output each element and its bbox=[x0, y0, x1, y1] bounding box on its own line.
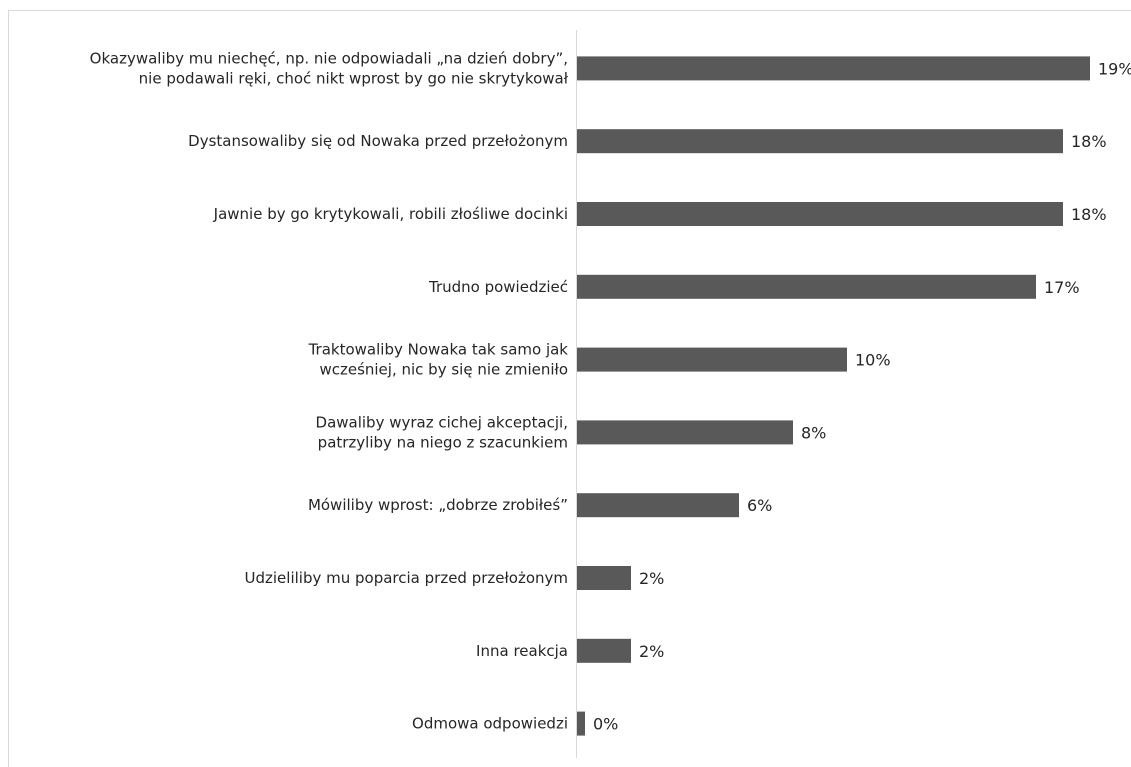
bars-group bbox=[577, 56, 1090, 736]
bar-3 bbox=[577, 274, 1036, 299]
value-label-6: 6% bbox=[747, 496, 772, 515]
bar-6 bbox=[577, 493, 739, 518]
category-label-7-line-0: Udzieliliby mu poparcia przed przełożony… bbox=[245, 569, 568, 587]
value-label-8: 2% bbox=[639, 642, 664, 661]
bar-5 bbox=[577, 420, 793, 445]
value-label-4: 10% bbox=[855, 351, 891, 370]
category-label-0-line-1: nie podawali ręki, choć nikt wprost by g… bbox=[139, 69, 569, 87]
category-label-1-line-0: Dystansowaliby się od Nowaka przed przeł… bbox=[188, 132, 568, 150]
chart-frame bbox=[8, 10, 1131, 767]
value-label-1: 18% bbox=[1071, 132, 1107, 151]
bar-8 bbox=[577, 638, 631, 663]
category-label-4-line-0: Traktowaliby Nowaka tak samo jak bbox=[308, 341, 569, 359]
bar-1 bbox=[577, 129, 1063, 154]
category-label-3-line-0: Trudno powiedzieć bbox=[428, 278, 568, 296]
category-label-2-line-0: Jawnie by go krytykowali, robili złośliw… bbox=[213, 205, 568, 223]
value-label-3: 17% bbox=[1044, 278, 1080, 297]
category-label-5-line-0: Dawaliby wyraz cichej akceptacji, bbox=[316, 413, 568, 431]
category-label-5-line-1: patrzyliby na niego z szacunkiem bbox=[318, 433, 568, 451]
category-label-8-line-0: Inna reakcja bbox=[476, 642, 568, 660]
labels-group: 19% Okazywaliby mu niechęć, np. nie odpow… bbox=[90, 49, 1131, 733]
bar-7 bbox=[577, 566, 631, 590]
value-label-7: 2% bbox=[639, 569, 664, 588]
bar-0 bbox=[577, 56, 1090, 81]
bar-2 bbox=[577, 202, 1063, 226]
bar-9 bbox=[577, 711, 585, 736]
value-label-5: 8% bbox=[801, 423, 826, 442]
category-label-4-line-1: wcześniej, nic by się nie zmieniło bbox=[319, 361, 568, 379]
value-label-2: 18% bbox=[1071, 205, 1107, 224]
category-label-6-line-0: Mówiliby wprost: „dobrze zrobiłeś” bbox=[308, 496, 568, 514]
value-label-9: 0% bbox=[593, 715, 618, 734]
bar-4 bbox=[577, 347, 847, 372]
value-label-0: 19% bbox=[1098, 59, 1131, 78]
category-label-0-line-0: Okazywaliby mu niechęć, np. nie odpowiad… bbox=[90, 49, 568, 67]
category-label-9-line-0: Odmowa odpowiedzi bbox=[412, 715, 568, 733]
